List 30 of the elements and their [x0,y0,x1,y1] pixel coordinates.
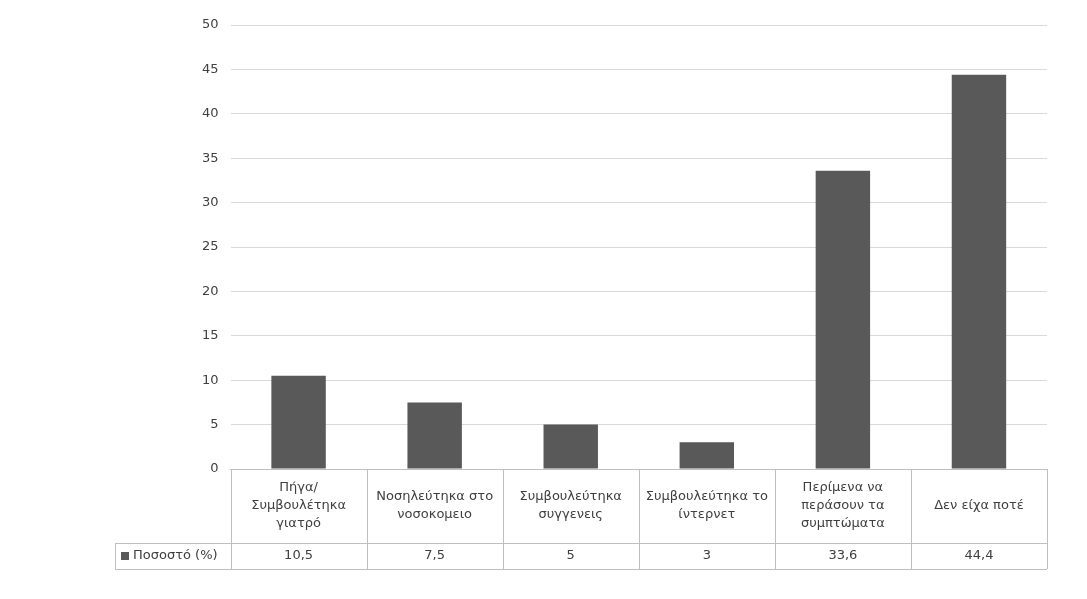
x-tick-label: Συμβουλεύτηκα συγγενεις [519,488,622,522]
y-tick-label: 0 [210,460,219,476]
data-label: 10,5 [284,547,314,563]
legend-label: Ποσοστό (%) [133,547,218,563]
y-tick-label: 5 [210,415,219,431]
y-tick-label: 40 [202,105,219,121]
y-tick-label: 10 [202,371,219,387]
y-tick-label: 30 [202,193,219,209]
bar [543,424,598,469]
x-tick-label: Νοσηλεύτηκα στο νοσοκομειο [376,488,494,522]
y-tick-label: 35 [202,149,219,165]
bar [679,442,735,469]
data-label: 33,6 [828,547,858,563]
data-label: 3 [702,547,711,563]
x-tick-label: Συμβουλεύτηκα το ίντερνετ [645,488,768,522]
y-tick-label: 45 [202,60,219,76]
x-tick-label: Περίμενα να περάσουν τα συμπτώματα [800,479,885,531]
y-tick-label: 15 [202,327,219,343]
data-label: 5 [566,547,575,563]
x-tick-label: Πήγα/ Συμβουλέτηκα γιατρό [251,479,346,531]
y-tick-label: 50 [202,16,219,32]
bar [271,375,326,469]
y-tick-label: 20 [202,282,219,298]
bar [951,74,1007,469]
y-tick-label: 25 [202,238,219,254]
bar [815,170,871,469]
bar [407,402,462,469]
data-label: 7,5 [424,547,445,563]
x-tick-label: Δεν είχα ποτέ [934,497,1024,513]
data-label: 44,4 [964,547,994,563]
